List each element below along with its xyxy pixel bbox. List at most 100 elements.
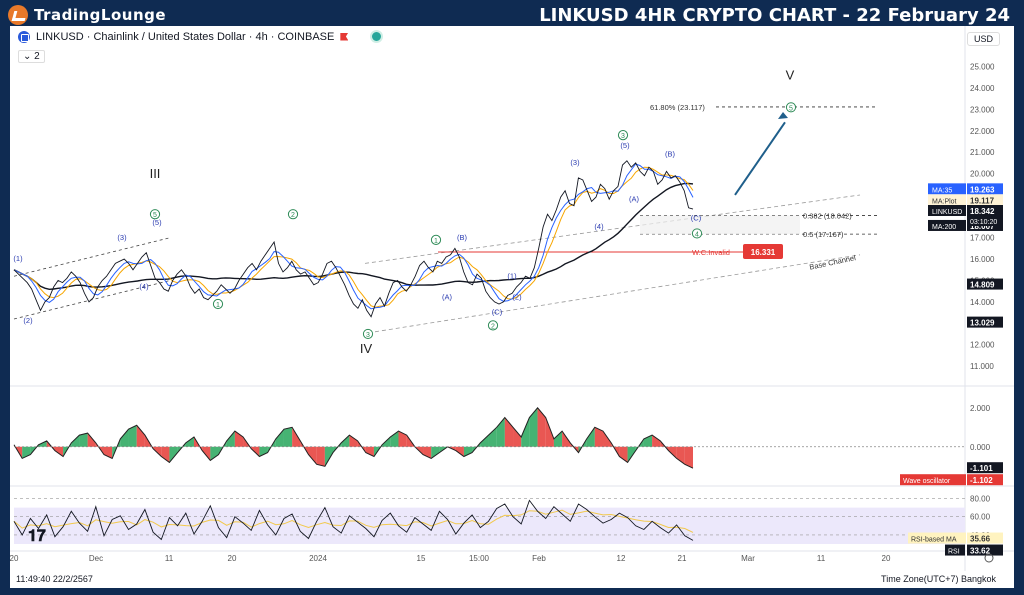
price-tag-value: 14.809: [970, 281, 995, 290]
oscillator-bar: [586, 427, 595, 447]
market-status-icon: [370, 30, 384, 43]
y-tick-label: 16.000: [970, 255, 995, 264]
wave-label-minor: (4): [139, 282, 149, 291]
wave-label-circled: 4: [695, 231, 699, 238]
oscillator-bar: [308, 446, 317, 465]
oscillator-bar: [136, 425, 145, 447]
oscillator-bar: [22, 446, 31, 459]
symbol-header[interactable]: LINKUSD · Chainlink / United States Doll…: [18, 30, 384, 43]
flag-icon[interactable]: [340, 32, 349, 41]
x-tick-label: Feb: [532, 554, 546, 563]
oscillator-bar: [603, 431, 612, 447]
arrow-head-icon: [778, 112, 788, 119]
legend-tag-bg: [928, 205, 966, 216]
wave-label-minor: (A): [442, 293, 453, 302]
oscillator-bar: [513, 427, 522, 447]
wave-circle: [785, 102, 797, 113]
oscillator-bar: [463, 446, 473, 457]
logo-icon: [8, 5, 28, 25]
x-tick-label: 11: [165, 554, 174, 563]
oscillator-bar: [455, 446, 464, 457]
wave-circle: [287, 209, 299, 220]
rsi-ma-tag-value: 35.66: [970, 535, 991, 544]
chart-canvas[interactable]: 25.00024.00023.00022.00021.00020.00019.0…: [10, 26, 1014, 588]
currency-button[interactable]: USD: [966, 32, 1000, 46]
wave-label-circled: 1: [216, 302, 220, 309]
oscillator-bar: [210, 446, 219, 461]
oscillator-bar: [652, 435, 661, 447]
wave-circle: [362, 328, 374, 340]
oscillator-bar: [202, 446, 211, 461]
y-tick-label: 14.000: [970, 298, 995, 307]
oscillator-bar: [537, 407, 546, 447]
oscillator-bar: [431, 446, 440, 459]
wave-circle: [212, 298, 224, 310]
invalidation-tag-bg: [743, 244, 783, 260]
x-tick-label: 20: [882, 554, 891, 563]
oscillator-bar: [562, 431, 571, 447]
indicators-toggle[interactable]: ⌄ 2: [18, 50, 45, 63]
projection-arrow: [734, 121, 786, 196]
wave-label-major: III: [150, 166, 161, 181]
x-tick-label: 15: [417, 554, 426, 563]
y-tick-label: 21.000: [970, 148, 995, 157]
y-tick-label: 25.000: [970, 63, 995, 72]
price-line: [13, 160, 694, 318]
x-tick-label: 20: [228, 554, 237, 563]
price-tag-value: 19.263: [970, 185, 995, 194]
wave-label-minor: (2): [512, 293, 522, 302]
wave-label-circled: 1: [434, 238, 438, 245]
oscillator-bar: [324, 446, 334, 467]
tradinglounge-logo: TradingLounge: [8, 4, 166, 26]
channel-line: [13, 280, 171, 320]
price-tag-value: 18.342: [970, 207, 995, 216]
countdown-label: 03:10:20: [970, 219, 997, 226]
oscillator-bar: [71, 435, 80, 447]
wave-label-minor: (2): [23, 316, 33, 325]
y-tick-label: 12.000: [970, 341, 995, 350]
x-tick-label: 20: [10, 554, 19, 563]
oscillator-bar: [398, 431, 407, 447]
oscillator-bar: [259, 446, 268, 457]
oscillator-bar: [128, 425, 137, 447]
y-tick-label: 22.000: [970, 127, 995, 136]
price-tag-bg: [967, 194, 1003, 206]
oscillator-bar: [627, 446, 636, 463]
wave-label-circled: 2: [291, 212, 295, 219]
rsi-legend-label: RSI: [948, 549, 960, 556]
oscillator-bar: [316, 446, 325, 467]
settings-icon[interactable]: [984, 553, 994, 563]
oscillator-bar: [103, 446, 113, 459]
oscillator-bar: [643, 435, 653, 447]
oscillator-bar: [79, 433, 88, 447]
wave-label-minor: (5): [152, 218, 162, 227]
banner: TradingLounge LINKUSD 4HR CRYPTO CHART -…: [0, 0, 1024, 30]
wave-label-circled: 5: [789, 105, 793, 112]
price-tag-bg: [967, 205, 1003, 216]
oscillator-tick-label: 2.000: [970, 404, 991, 413]
channel-line: [13, 237, 171, 277]
y-tick-label: 17.000: [970, 234, 995, 243]
osc-tag-bg: [967, 462, 1003, 474]
wave-label-minor: (4): [594, 222, 604, 231]
base-channel-line: [374, 254, 861, 333]
x-tick-label: 15:00: [469, 554, 490, 563]
x-tick-label: 2024: [309, 554, 327, 563]
wave-label-circled: 5: [153, 212, 157, 219]
oscillator-bar: [185, 437, 194, 447]
osc-tag-bg: [967, 474, 1003, 486]
clock: 11:49:40 22/2/2567: [16, 574, 93, 584]
wave-label-minor: (B): [457, 233, 468, 242]
wave-label-minor: (1): [507, 271, 517, 280]
chart-panel[interactable]: 25.00024.00023.00022.00021.00020.00019.0…: [10, 26, 1014, 588]
rsi-tick-label: 80.00: [970, 495, 991, 504]
legend-tag-bg: [928, 183, 966, 195]
wave-label-circled: 2: [491, 323, 495, 330]
oscillator-bar: [120, 429, 129, 447]
price-tag-value: 18.007: [970, 222, 995, 231]
oscillator-bar: [54, 446, 64, 457]
timezone-button[interactable]: Time Zone(UTC+7) Bangkok: [881, 574, 996, 584]
ma200-line: [13, 182, 694, 291]
legend-tag-bg: [928, 194, 966, 206]
wave-circle: [617, 130, 629, 141]
